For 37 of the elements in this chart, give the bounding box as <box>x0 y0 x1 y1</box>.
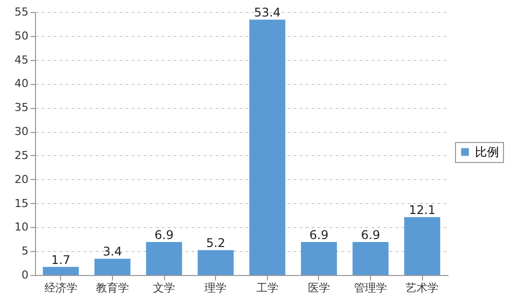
data-label: 1.7 <box>51 252 70 267</box>
x-tick-label: 理学 <box>204 282 227 294</box>
data-label: 6.9 <box>309 228 328 242</box>
x-tick-label: 文学 <box>153 282 176 294</box>
data-label: 6.9 <box>154 228 174 242</box>
x-tick-label: 工学 <box>256 282 278 294</box>
bar <box>249 20 286 275</box>
y-tick-label: 0 <box>22 268 28 282</box>
bar <box>42 266 79 275</box>
x-tick-label: 经济学 <box>44 282 78 294</box>
y-tick-label: 5 <box>22 244 28 258</box>
y-tick-label: 40 <box>14 77 28 90</box>
data-label: 5.2 <box>206 236 226 250</box>
y-tick-label: 35 <box>14 101 28 114</box>
y-tick-label: 55 <box>14 6 28 18</box>
bar <box>146 242 182 275</box>
bar <box>198 250 234 275</box>
y-tick-label: 10 <box>14 220 28 234</box>
legend-label: 比例 <box>475 145 499 159</box>
y-tick-label: 45 <box>14 53 28 66</box>
bar <box>94 258 130 275</box>
y-tick-label: 15 <box>14 196 28 210</box>
y-tick-label: 30 <box>14 125 28 138</box>
x-tick-label: 管理学 <box>354 282 388 294</box>
x-tick-label: 教育学 <box>96 282 129 294</box>
data-label: 53.4 <box>254 6 281 20</box>
x-tick-label: 医学 <box>308 282 330 294</box>
data-label: 12.1 <box>408 203 436 218</box>
data-label: 3.4 <box>102 244 122 259</box>
x-tick-label: 艺术学 <box>406 282 439 294</box>
bar <box>300 242 337 275</box>
bar <box>404 217 440 275</box>
data-label: 6.9 <box>361 228 380 242</box>
bar <box>352 242 389 275</box>
y-tick-label: 25 <box>14 148 28 162</box>
y-tick-label: 50 <box>14 29 28 42</box>
y-tick-label: 20 <box>14 172 28 186</box>
